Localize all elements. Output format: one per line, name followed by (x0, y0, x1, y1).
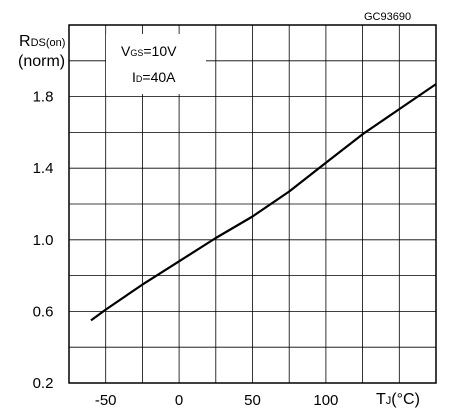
y-tick-label: 1.4 (33, 160, 54, 177)
x-tick-label: 0 (175, 392, 183, 409)
id-value: =40A (142, 69, 176, 85)
figure-id: GC93690 (364, 11, 411, 23)
plot-frame (68, 24, 437, 384)
y-tick-label: 0.6 (33, 303, 54, 320)
y-axis-label: RDS(on) (19, 33, 65, 50)
id-sub: D (136, 74, 143, 84)
grid-lines (69, 25, 436, 383)
x-axis-label-sub: J (386, 395, 392, 407)
x-tick-label: -50 (95, 392, 117, 409)
x-tick-label: 100 (313, 392, 338, 409)
id-condition: ID=40A (132, 69, 176, 85)
y-tick-label: 1.8 (33, 89, 54, 106)
test-conditions: VGS=10V ID=40A (106, 34, 206, 94)
series-layer (90, 83, 436, 322)
x-axis-label: TJ(°C) (376, 391, 420, 408)
x-tick-labels: -50 0 50 100 (95, 392, 339, 409)
x-axis-label-unit: (°C) (391, 391, 420, 408)
vgs-value: =10V (143, 43, 177, 59)
y-axis-label-sub: DS(on) (31, 37, 66, 49)
test-conditions-bg (106, 34, 206, 94)
y-axis-unit: (norm) (18, 53, 65, 70)
x-tick-label: 50 (244, 392, 261, 409)
y-tick-labels: 0.2 0.6 1.0 1.4 1.8 (33, 89, 54, 392)
y-axis-label-main: R (19, 33, 31, 50)
vgs-main: V (121, 43, 131, 59)
y-tick-label: 1.0 (33, 232, 54, 249)
vgs-sub: GS (130, 48, 143, 58)
x-axis-label-main: T (376, 391, 386, 408)
rdson-curve (90, 83, 436, 322)
id-main: I (132, 69, 136, 85)
vgs-condition: VGS=10V (121, 43, 177, 59)
y-tick-label: 0.2 (33, 375, 54, 392)
